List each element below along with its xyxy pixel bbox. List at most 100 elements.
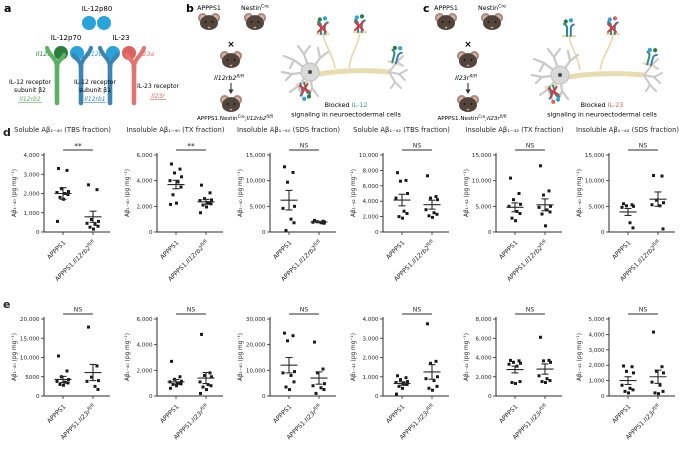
axes bbox=[608, 317, 675, 397]
label-appps1: APPPS1 bbox=[434, 5, 458, 12]
series-points bbox=[168, 359, 183, 390]
mean-sem-bars bbox=[423, 364, 441, 380]
y-axis-label: Aβ₁₋₄₀ (pg mg⁻¹) bbox=[237, 169, 244, 217]
scatter-plot-svg: NS 0 5,000 10,000 15,000 Aβ₁₋₄₂ (pg mg⁻¹) APPP… bbox=[463, 143, 562, 283]
y-tick-label: 0 bbox=[601, 230, 605, 236]
blocked-receptor-site bbox=[315, 16, 331, 37]
receptor-il12rb1-icon bbox=[71, 45, 94, 106]
significance-label: NS bbox=[187, 307, 196, 314]
cytokine-receptor-diagram: a IL-12p80 IL-12p70 IL-23 Il12a Il12b Il… bbox=[4, 2, 180, 106]
cross-symbol: × bbox=[464, 40, 472, 50]
gene-il12rb1: Il12rb1 bbox=[84, 96, 105, 103]
y-tick-label: 0 bbox=[488, 394, 492, 400]
arrow-head-icon bbox=[228, 89, 234, 94]
panel-a: a IL-12p80 IL-12p70 IL-23 Il12a Il12b Il… bbox=[0, 0, 183, 122]
scatter-plot-svg: ** 0 2,000 4,000 6,000 Aβ₁₋₄₀ (pg mg⁻¹) APPPS1… bbox=[124, 142, 223, 283]
axes bbox=[269, 317, 336, 397]
mean-sem-bars bbox=[310, 371, 328, 385]
y-tick-label: 4,000 bbox=[136, 179, 152, 185]
label-il23: IL-23 bbox=[112, 34, 129, 42]
x-group-label: APPPS1 bbox=[385, 403, 406, 424]
label-il12p80: IL-12p80 bbox=[82, 5, 113, 13]
series-points bbox=[424, 322, 439, 392]
series-points bbox=[394, 171, 409, 220]
y-tick-label: 0 bbox=[36, 394, 40, 400]
scatter-plot-svg: NS 0 2,000 4,000 6,000 8,000 10,000 Aβ₁₋₄₂ (pg … bbox=[350, 143, 449, 283]
y-tick-label: 4,000 bbox=[362, 199, 378, 205]
series-points bbox=[281, 331, 296, 392]
y-axis-label: Aβ₁₋₄₂ (pg mg⁻¹) bbox=[350, 333, 357, 381]
scatter-plot-cell: Insoluble Aβ₁₋₄₀ (SDS fraction) NS 0 5,000 1… bbox=[232, 124, 345, 292]
y-axis-label: Aβ₁₋₄₀ (pg mg⁻¹) bbox=[11, 169, 18, 217]
series-points bbox=[620, 202, 635, 230]
y-axis-label: Aβ₁₋₄₂ (pg mg⁻¹) bbox=[463, 333, 470, 381]
y-tick-label: 6,000 bbox=[475, 336, 491, 342]
x-group-label: APPPS1 bbox=[272, 239, 293, 260]
mean-sem-bars bbox=[619, 376, 637, 385]
blocked-receptor-site bbox=[294, 79, 314, 101]
gene-il23a: Il23a bbox=[139, 51, 154, 58]
y-axis-label: Aβ₁₋₄₀ (pg mg⁻¹) bbox=[237, 333, 244, 381]
plot-title: Insoluble Aβ₁₋₄₂ (TX fraction) bbox=[465, 126, 564, 134]
y-tick-label: 5,000 bbox=[588, 204, 604, 210]
caption-blocked-il12: Blocked IL-12 bbox=[325, 101, 368, 109]
scatter-plot-svg: NS 0 1,000 2,000 3,000 4,000 Aβ₁₋₄₂ (pg mg⁻¹) A… bbox=[350, 307, 449, 441]
mouse-icon bbox=[456, 95, 480, 112]
y-tick-label: 5,000 bbox=[588, 317, 604, 323]
y-tick-label: 1,000 bbox=[362, 375, 378, 381]
il12b-subunit-icon bbox=[97, 16, 111, 30]
axes bbox=[495, 153, 562, 233]
x-group-label: APPPS1 bbox=[611, 239, 632, 260]
scatter-plot-cell: NS 0 1,000 2,000 3,000 4,000 Aβ₁₋₄₂ (pg mg⁻¹) A… bbox=[345, 296, 458, 460]
scatter-plot-cell: Soluble Aβ₁₋₄₂ (TBS fraction) NS 0 2,000 4,0… bbox=[345, 124, 458, 292]
significance-label: NS bbox=[526, 307, 535, 314]
mean-sem-bars bbox=[84, 210, 102, 223]
series-points bbox=[507, 176, 522, 223]
plot-title: Insoluble Aβ₁₋₄₂ (SDS fraction) bbox=[575, 126, 680, 134]
y-tick-label: 6,000 bbox=[136, 153, 152, 159]
series-points bbox=[198, 332, 213, 395]
mean-sem-bars bbox=[619, 207, 637, 217]
y-tick-label: 0 bbox=[375, 230, 379, 236]
mean-sem-bars bbox=[506, 202, 524, 213]
mouse-icon bbox=[219, 51, 243, 68]
mean-sem-bars bbox=[536, 363, 554, 375]
panel-e: e NS 0 5000 10,000 15,000 20,000 Aβ₁₋₄₀ (pg mg… bbox=[0, 296, 685, 460]
y-tick-label: 15,000 bbox=[246, 153, 266, 159]
scatter-plot-svg: ** 0 1,000 2,000 3,000 4,000 Aβ₁₋₄₀ (pg mg⁻¹) A… bbox=[11, 142, 110, 283]
series-points bbox=[620, 364, 635, 395]
series-points bbox=[311, 340, 326, 395]
mean-sem-bars bbox=[536, 198, 554, 212]
label-appps1: APPPS1 bbox=[197, 5, 221, 12]
y-tick-label: 3,000 bbox=[362, 336, 378, 342]
blocked-receptor-site bbox=[543, 82, 563, 104]
x-group-label: APPPS1 bbox=[272, 403, 293, 424]
y-tick-label: 5,000 bbox=[475, 204, 491, 210]
scatter-plot-cell: NS 0 1,000 2,000 3,000 4,000 5,000 Aβ₁₋₄₂ (pg m… bbox=[571, 296, 684, 460]
y-axis-label: Aβ₁₋₄₀ (pg mg⁻¹) bbox=[11, 333, 18, 381]
axes bbox=[382, 317, 449, 397]
y-tick-label: 5,000 bbox=[249, 204, 265, 210]
mean-sem-bars bbox=[393, 381, 411, 386]
panel-letter-c: c bbox=[423, 2, 430, 15]
mean-sem-bars bbox=[506, 365, 524, 374]
label-nestin-cre: NestinCre bbox=[478, 4, 506, 12]
y-tick-label: 0 bbox=[375, 394, 379, 400]
axes bbox=[156, 153, 223, 233]
significance-label: ** bbox=[74, 142, 82, 151]
series-points bbox=[281, 165, 296, 232]
y-tick-label: 1,000 bbox=[23, 211, 39, 217]
scatter-plot-cell: Soluble Aβ₁₋₄₀ (TBS fraction) ** 0 1,000 2,0… bbox=[6, 124, 119, 292]
label-nestin-cre: NestinCre bbox=[241, 4, 269, 12]
il12-cross-diagram: b APPPS1 NestinCre × Il12rb2fl/fl APPPS1… bbox=[186, 2, 408, 122]
x-group-label: APPPS1 bbox=[385, 239, 406, 260]
axes bbox=[608, 153, 675, 233]
mean-sem-bars bbox=[310, 220, 328, 224]
mean-sem-bars bbox=[649, 369, 667, 384]
y-tick-label: 10,000 bbox=[359, 153, 379, 159]
gene-il12a: Il12a bbox=[36, 51, 51, 58]
scatter-plot-cell: NS 0 2,000 4,000 6,000 8,000 Aβ₁₋₄₂ (pg mg⁻¹) A… bbox=[458, 296, 571, 460]
blocked-receptor-site bbox=[352, 14, 368, 35]
mean-sem-bars bbox=[84, 363, 102, 382]
scatter-plot-svg: NS 0 10,000 20,000 30,000 Aβ₁₋₄₀ (pg mg⁻¹) APP… bbox=[237, 307, 336, 441]
